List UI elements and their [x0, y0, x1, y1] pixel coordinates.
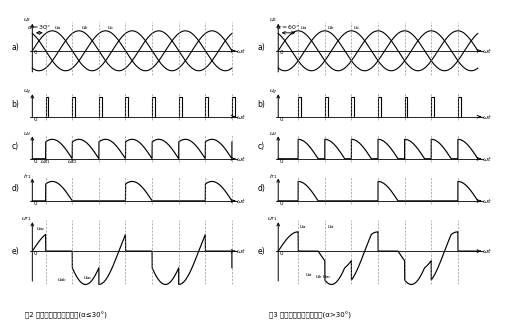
- Text: $u_a$: $u_a$: [305, 271, 312, 279]
- Text: $u_2$: $u_2$: [23, 16, 32, 24]
- Text: $u_b$: $u_b$: [315, 273, 322, 281]
- Text: $u_c$: $u_c$: [353, 24, 361, 32]
- Text: $\omega t$: $\omega t$: [482, 247, 492, 255]
- Text: $u_{ac}$: $u_{ac}$: [322, 273, 332, 281]
- Text: $\omega t$: $\omega t$: [236, 113, 246, 121]
- Text: $u_g$: $u_g$: [23, 88, 32, 97]
- Text: $u_g$: $u_g$: [269, 88, 278, 97]
- Text: $i_{T1}$: $i_{T1}$: [23, 172, 32, 181]
- Text: 0: 0: [279, 159, 283, 164]
- Text: 0: 0: [33, 51, 37, 55]
- Text: $\omega t$: $\omega t$: [482, 197, 492, 205]
- Text: c): c): [258, 142, 265, 151]
- Text: $u_a$: $u_a$: [300, 223, 307, 231]
- Text: 图3 三相半波可控整流电路(α>30°): 图3 三相半波可控整流电路(α>30°): [269, 312, 351, 319]
- Text: $\omega t$: $\omega t$: [482, 113, 492, 121]
- Text: $u_b$: $u_b$: [327, 24, 335, 32]
- Text: $\omega t$: $\omega t$: [236, 47, 246, 55]
- Text: 0: 0: [33, 201, 37, 206]
- Text: $\omega t_1$: $\omega t_1$: [40, 157, 51, 166]
- Text: $u_c$: $u_c$: [107, 24, 115, 32]
- Text: b): b): [12, 100, 20, 109]
- Text: $\alpha=60°$: $\alpha=60°$: [276, 23, 300, 31]
- Text: 0: 0: [33, 251, 37, 256]
- Text: $i_{T1}$: $i_{T1}$: [269, 172, 278, 181]
- Text: e): e): [258, 247, 265, 256]
- Text: $u_a$: $u_a$: [327, 223, 334, 231]
- Text: 图2 三相半波可控整流电路(α≤30°): 图2 三相半波可控整流电路(α≤30°): [25, 312, 107, 319]
- Text: $u_d$: $u_d$: [23, 131, 32, 138]
- Text: $u_b$: $u_b$: [81, 24, 89, 32]
- Text: c): c): [12, 142, 19, 151]
- Text: $u_{ab}$: $u_{ab}$: [57, 276, 66, 284]
- Text: 0: 0: [33, 117, 37, 122]
- Text: $u_{T1}$: $u_{T1}$: [267, 215, 278, 223]
- Text: $\omega t$: $\omega t$: [236, 247, 246, 255]
- Text: $u_2$: $u_2$: [269, 16, 278, 24]
- Text: b): b): [258, 100, 266, 109]
- Text: 0: 0: [279, 51, 283, 55]
- Text: 0: 0: [279, 201, 283, 206]
- Text: $u_d$: $u_d$: [269, 131, 278, 138]
- Text: d): d): [12, 184, 20, 193]
- Text: 0: 0: [33, 159, 37, 164]
- Text: d): d): [258, 184, 266, 193]
- Text: a): a): [258, 43, 265, 52]
- Text: $\omega t$: $\omega t$: [482, 47, 492, 55]
- Text: $\alpha=30°$: $\alpha=30°$: [27, 23, 51, 31]
- Text: a): a): [12, 43, 19, 52]
- Text: $u_{T1}$: $u_{T1}$: [21, 215, 32, 223]
- Text: $\omega t$: $\omega t$: [236, 155, 246, 163]
- Text: $\omega t_2$: $\omega t_2$: [67, 157, 78, 166]
- Text: $u_a$: $u_a$: [300, 24, 308, 32]
- Text: $\omega t$: $\omega t$: [236, 197, 246, 205]
- Text: 0: 0: [279, 117, 283, 122]
- Text: $u_{ac}$: $u_{ac}$: [83, 274, 93, 282]
- Text: e): e): [12, 247, 19, 256]
- Text: $\omega t$: $\omega t$: [482, 155, 492, 163]
- Text: $u_a$: $u_a$: [54, 24, 62, 32]
- Text: 0: 0: [279, 251, 283, 256]
- Text: $u_{ac}$: $u_{ac}$: [35, 225, 46, 233]
